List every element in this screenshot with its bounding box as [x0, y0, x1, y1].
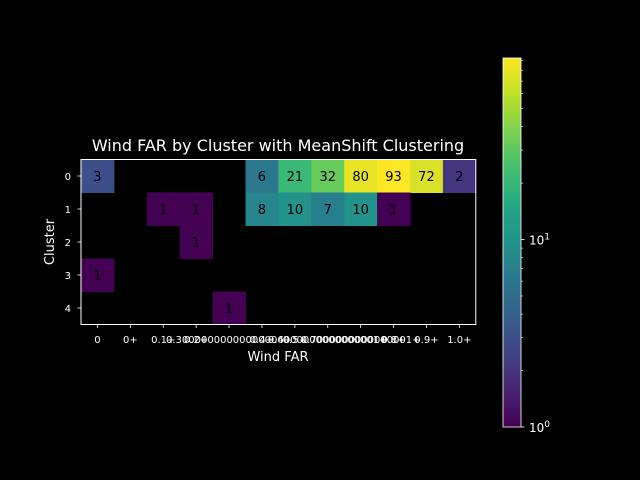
cell-value-label: 1 [93, 269, 101, 284]
cell-value-label: 2 [455, 170, 463, 185]
x-tick-label: 0.8+ [381, 335, 405, 346]
x-tick-label: 0.30000000000000004+ [166, 335, 292, 346]
cell-value-label: 1 [225, 302, 233, 317]
cell-value-label: 7 [324, 203, 332, 218]
heatmap-cell [344, 192, 378, 226]
y-tick-label: 1 [65, 205, 71, 216]
x-tick-label: 0 [94, 335, 100, 346]
heatmap-cell [179, 225, 214, 259]
heatmap-cell [278, 192, 312, 226]
heatmap-cell [81, 159, 115, 193]
cell-value-label: 10 [287, 203, 304, 218]
x-tick-label: 0.7000000000000001+ [301, 335, 421, 346]
x-tick-label: 0.1+ [151, 335, 175, 346]
cell-value-label: 1 [159, 203, 167, 218]
chart-title: Wind FAR by Cluster with MeanShift Clust… [92, 136, 464, 155]
heatmap-cell [377, 192, 411, 226]
x-tick-label: 0.9+ [414, 335, 438, 346]
heatmap-cell [311, 159, 345, 193]
cell-value-label: 32 [319, 170, 336, 185]
colorbar-frame [502, 57, 522, 428]
heatmap-cell [311, 192, 345, 226]
heatmap-cell [245, 159, 279, 193]
y-tick-label: 3 [65, 271, 71, 282]
heatmap-cell [344, 159, 378, 193]
heatmap-cell [81, 258, 115, 292]
y-tick-label: 4 [65, 304, 71, 315]
colorbar-tick-label: 100 [529, 420, 550, 435]
y-axis-label: Cluster [43, 218, 58, 265]
cell-value-label: 3 [93, 170, 101, 185]
x-tick-label: 0.5+ [283, 335, 307, 346]
y-tick-label: 2 [65, 238, 71, 249]
x-axis-label: Wind FAR [247, 350, 308, 365]
cell-value-label: 1 [192, 203, 200, 218]
heatmap-cell [410, 159, 444, 193]
cell-value-label: 1 [192, 236, 200, 251]
x-tick-label: 0.4+ [250, 335, 274, 346]
x-tick-label: 1.0+ [447, 335, 471, 346]
colorbar-tick-label: 101 [529, 233, 550, 248]
cell-value-label: 21 [287, 170, 304, 185]
cell-value-label: 6 [258, 170, 266, 185]
x-tick-label: 0.2+ [184, 335, 208, 346]
heatmap-cell [212, 291, 246, 325]
y-tick-label: 0 [65, 172, 71, 183]
cell-value-label: 72 [418, 170, 435, 185]
heatmap-cell [179, 192, 214, 226]
heatmap-cell [377, 159, 411, 193]
cell-value-label: 10 [352, 203, 369, 218]
cell-value-label: 8 [258, 203, 266, 218]
heatmap-cell [146, 192, 181, 226]
x-tick-label: 0.6000000000000001+ [268, 335, 388, 346]
heatmap-cell [278, 159, 312, 193]
heatmap-cell [245, 192, 279, 226]
cell-value-label: 80 [352, 170, 369, 185]
cell-value-label: 93 [385, 170, 402, 185]
cell-value-label: 1 [389, 203, 397, 218]
x-tick-label: 0+ [123, 335, 138, 346]
colorbar-gradient [503, 58, 521, 427]
colorbar: 100 101 [502, 57, 550, 435]
heatmap-cell [442, 159, 477, 193]
